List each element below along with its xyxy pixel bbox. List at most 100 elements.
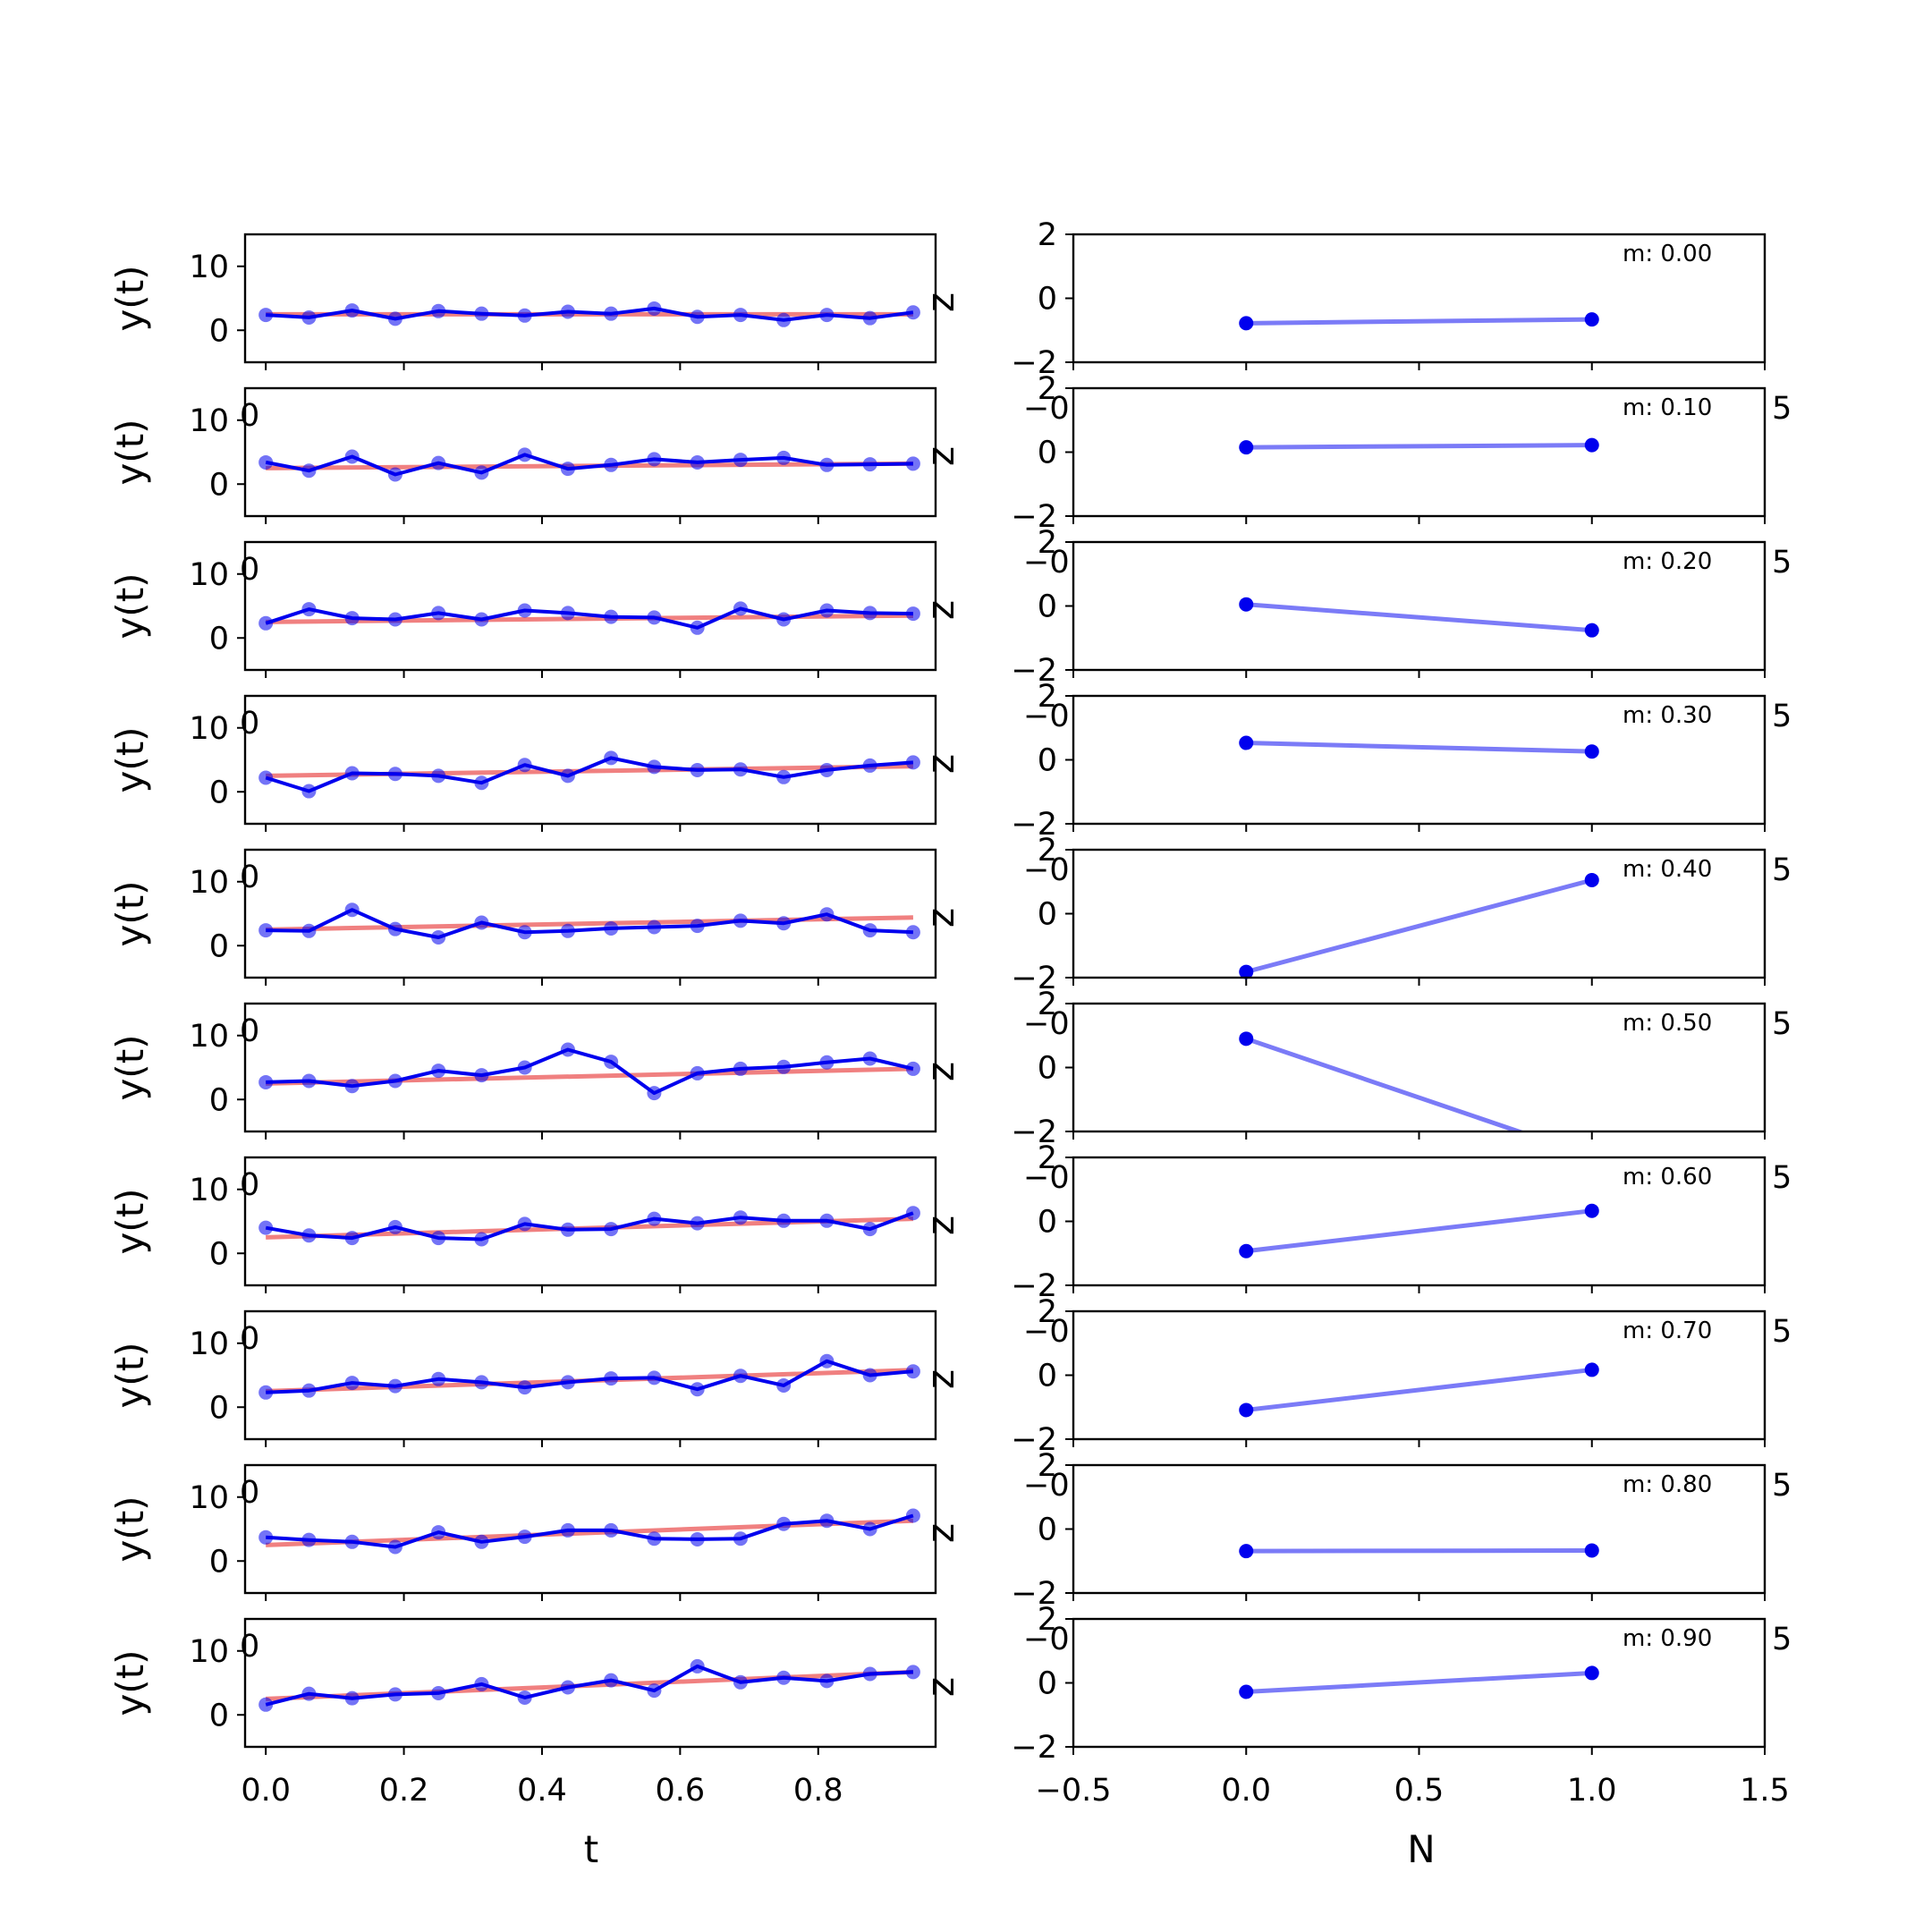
edge-glyph: z: [919, 754, 962, 774]
y-tick-label: 10: [189, 403, 229, 439]
parameter-plot: −0 5 −2 0 2 m: 0.60: [1011, 1140, 1792, 1304]
data-point: [1584, 1362, 1599, 1377]
y-tick-label: 2: [1038, 1294, 1057, 1330]
edge-glyph: z: [919, 446, 962, 466]
y-axis-label: y(t): [108, 572, 152, 639]
y-tick-label: −2: [1011, 345, 1057, 381]
trend-line: [266, 1066, 913, 1086]
parameter-plot: −2 0 2 m: 0.00: [1011, 217, 1767, 381]
data-point: [905, 755, 920, 770]
plot-area: [258, 1206, 920, 1247]
data-point: [905, 925, 920, 940]
data-point: [862, 1666, 877, 1682]
clipped-label: 0: [240, 398, 259, 434]
data-point: [474, 465, 489, 480]
data-point: [1584, 872, 1599, 887]
clipped-label: 5: [1772, 1468, 1792, 1504]
plot-area: [1246, 602, 1592, 633]
data-point: [905, 606, 920, 622]
series-line: [1246, 602, 1592, 633]
data-point: [1239, 1402, 1254, 1418]
y-tick-label: 2: [1038, 1140, 1057, 1176]
data-point: [604, 1673, 619, 1688]
data-point: [905, 1508, 920, 1523]
x-tick-label: 0.4: [517, 1773, 567, 1809]
data-point: [387, 1073, 402, 1089]
data-point: [1239, 597, 1254, 612]
data-point: [862, 606, 877, 621]
data-point: [690, 762, 705, 777]
data-point: [344, 902, 360, 918]
plot-area: [1246, 1547, 1592, 1554]
m-label: m: 0.50: [1623, 1010, 1712, 1037]
data-point: [1239, 964, 1254, 979]
data-point: [474, 1375, 489, 1390]
data-point: [690, 620, 705, 635]
data-point: [1584, 1665, 1599, 1681]
data-point: [517, 1060, 532, 1075]
data-point: [733, 1061, 748, 1076]
data-point: [776, 450, 792, 465]
data-point: [560, 1042, 575, 1057]
plot-area: [258, 301, 920, 327]
data-point: [1239, 1544, 1254, 1559]
data-point: [776, 1213, 792, 1228]
data-point: [474, 306, 489, 321]
data-point: [1584, 1203, 1599, 1218]
y-tick-label: 0: [209, 621, 229, 657]
data-point: [344, 303, 360, 318]
data-point: [474, 1068, 489, 1083]
y-tick-label: 0: [209, 928, 229, 964]
data-point: [344, 766, 360, 781]
data-point: [862, 923, 877, 938]
data-point: [733, 1531, 748, 1546]
data-point: [560, 606, 575, 621]
axes-frame: [243, 1002, 937, 1133]
data-point: [431, 1685, 446, 1700]
y-tick-label: 10: [189, 1480, 229, 1516]
data-point: [301, 1073, 317, 1089]
data-point: [387, 767, 402, 782]
data-point: [431, 768, 446, 784]
data-point: [733, 762, 748, 777]
y-tick-label: −2: [1011, 1114, 1057, 1150]
axes-frame: [1072, 540, 1767, 672]
data-point: [301, 463, 317, 479]
series-line: [266, 908, 913, 939]
series-line: [1245, 1208, 1593, 1254]
clipped-label: 0: [240, 706, 259, 741]
data-point: [344, 1079, 360, 1094]
data-point: [560, 304, 575, 319]
plot-area: [1245, 1036, 1526, 1131]
data-point: [431, 303, 446, 318]
clipped-label: 5: [1772, 1160, 1792, 1196]
data-point: [819, 603, 835, 618]
time-series-plot: 00 10 y(t) z: [108, 694, 962, 832]
data-point: [387, 1219, 402, 1234]
data-point: [517, 447, 532, 462]
data-point: [776, 1059, 792, 1074]
trend-line: [266, 1518, 914, 1547]
y-axis-label: y(t): [108, 880, 152, 946]
y-tick-label: 10: [189, 865, 229, 901]
trend-line: [266, 915, 913, 932]
y-tick-label: 0: [209, 1544, 229, 1580]
parameter-plot: −0 5 −2 0 2 m: 0.40: [1011, 833, 1792, 996]
data-point: [604, 457, 619, 472]
data-point: [387, 467, 402, 482]
data-point: [387, 1539, 402, 1555]
axes-frame: [243, 694, 937, 826]
data-point: [647, 759, 662, 775]
y-tick-label: −2: [1011, 1268, 1057, 1304]
data-point: [387, 311, 402, 326]
x-tick-label: 0.6: [656, 1773, 706, 1809]
data-point: [431, 1231, 446, 1246]
data-point: [604, 306, 619, 321]
y-tick-label: −2: [1011, 1576, 1057, 1612]
clipped-label: 0: [240, 1167, 259, 1203]
data-point: [776, 769, 792, 784]
axes-frame: [1072, 848, 1767, 979]
data-point: [733, 308, 748, 323]
data-point: [1584, 1543, 1599, 1558]
